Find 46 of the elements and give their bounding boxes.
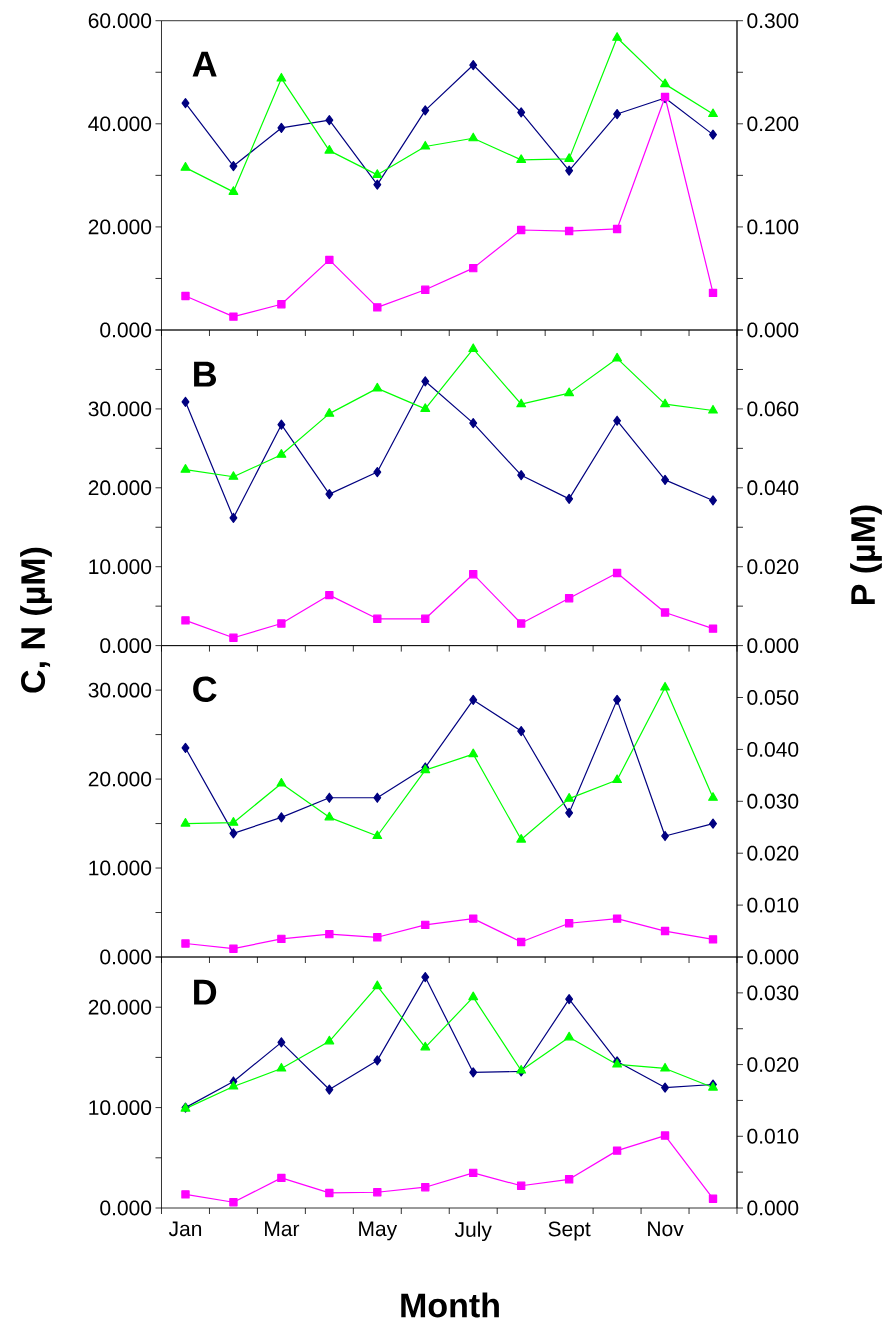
y2-tick-label: 0.010 bbox=[747, 897, 799, 913]
y-tick-label: 20.000 bbox=[88, 771, 152, 787]
x-axis-title: Month bbox=[401, 1292, 499, 1318]
x-tick-label: Nov bbox=[648, 1221, 684, 1237]
y-axis-title: C, N (µM) bbox=[20, 547, 52, 693]
y2-tick-label: 0.010 bbox=[747, 1128, 799, 1144]
y2-tick-label: 0.100 bbox=[747, 219, 799, 235]
y2-tick-label: 0.050 bbox=[747, 690, 799, 705]
x-tick-label: May bbox=[359, 1221, 398, 1241]
y-tick-label: 0.000 bbox=[100, 1200, 152, 1216]
x-tick-label: Mar bbox=[265, 1221, 300, 1237]
y2-axis-title: P (µM) bbox=[850, 505, 882, 605]
y2-tick-label: 0.030 bbox=[747, 985, 799, 1001]
y-tick-label: 20.000 bbox=[88, 219, 152, 235]
text: B bbox=[194, 361, 217, 387]
x-tick-label: Jan bbox=[168, 1221, 202, 1237]
y-tick-label: 20.000 bbox=[88, 480, 152, 496]
x-tick-label: July bbox=[454, 1221, 492, 1242]
y-tick-label: 0.000 bbox=[100, 322, 152, 338]
y-tick-label: 10.000 bbox=[89, 1100, 152, 1116]
chart-title: D bbox=[194, 979, 217, 1005]
y2-tick-label: 0.020 bbox=[747, 845, 799, 861]
y-tick-label: 30.000 bbox=[88, 682, 152, 698]
y2-tick-label: 0.300 bbox=[747, 13, 799, 29]
y2-tick-label: 0.060 bbox=[747, 401, 799, 417]
y-tick-label: 10.000 bbox=[89, 860, 152, 876]
x-tick-label: Sept bbox=[548, 1221, 591, 1241]
y-tick-label: 10.000 bbox=[89, 559, 152, 575]
y-tick-label: 0.000 bbox=[100, 638, 152, 654]
y2-tick-label: 0.040 bbox=[747, 741, 799, 757]
y-tick-label: 20.000 bbox=[88, 999, 152, 1015]
y-tick-label: 40.000 bbox=[88, 116, 152, 132]
y2-tick-label: 0.000 bbox=[747, 949, 799, 965]
y-tick-label: 0.000 bbox=[100, 949, 152, 965]
y2-tick-label: 0.200 bbox=[747, 116, 799, 132]
y-tick-label: 60.000 bbox=[88, 13, 152, 29]
y2-tick-label: 0.020 bbox=[747, 559, 799, 575]
text: A bbox=[192, 51, 217, 77]
y-tick-label: 30.000 bbox=[88, 401, 152, 417]
y2-tick-label: 0.000 bbox=[747, 638, 799, 654]
y2-tick-label: 0.030 bbox=[747, 793, 799, 809]
y2-tick-label: 0.020 bbox=[747, 1057, 799, 1073]
y2-tick-label: 0.000 bbox=[747, 1200, 799, 1216]
text: C bbox=[193, 676, 217, 702]
y2-tick-label: 0.000 bbox=[747, 322, 799, 338]
y2-tick-label: 0.040 bbox=[747, 480, 799, 496]
